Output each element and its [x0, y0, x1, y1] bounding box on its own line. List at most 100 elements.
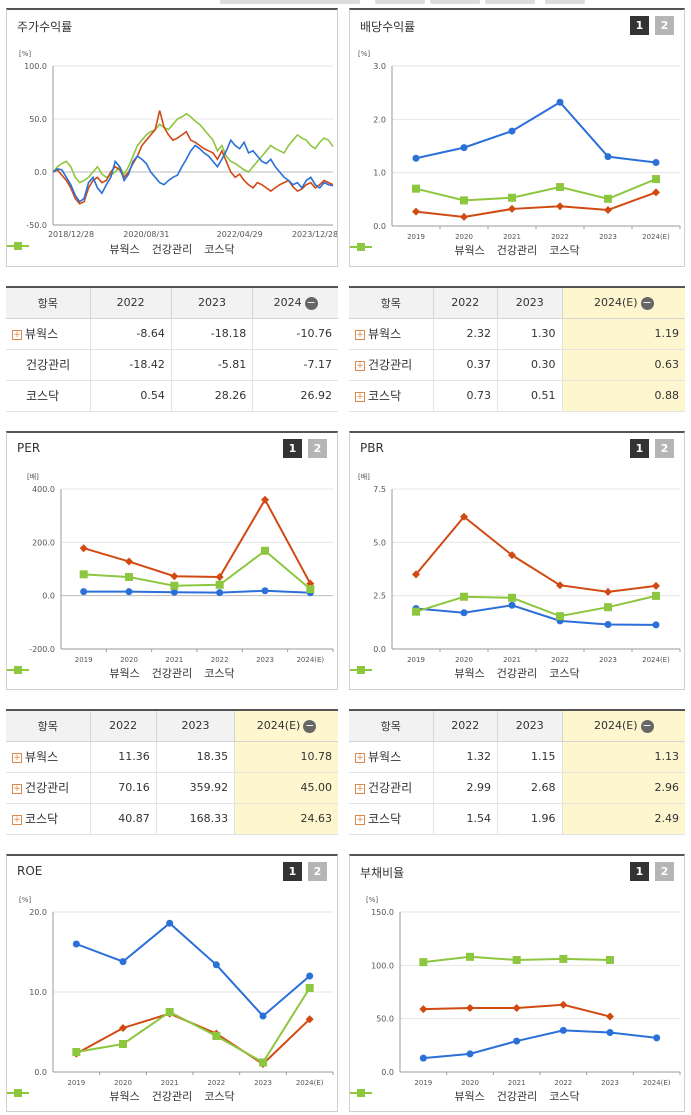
data-point	[460, 196, 468, 205]
legend-item[interactable]: 건강관리	[7, 1088, 192, 1104]
table-cell: 0.63	[561, 349, 685, 381]
collapse-icon[interactable]: −	[304, 295, 318, 310]
data-point	[412, 154, 420, 162]
page-1-button[interactable]: 1	[283, 439, 302, 458]
data-point	[72, 1048, 81, 1056]
series-line-2	[415, 191, 657, 218]
y-tick-label: 200.0	[32, 538, 55, 547]
row-label[interactable]: + 뷰웍스	[349, 318, 433, 350]
page-1-button[interactable]: 1	[283, 862, 302, 881]
expand-icon[interactable]: +	[355, 391, 365, 402]
legend-item[interactable]: 코스닥	[7, 665, 235, 681]
legend-item[interactable]: 건강관리	[350, 665, 537, 681]
y-tick-label: 2.0	[373, 115, 386, 124]
expand-icon[interactable]: +	[12, 752, 22, 763]
collapse-icon[interactable]: −	[640, 718, 654, 733]
legend-item[interactable]: 뷰웍스	[7, 1088, 140, 1104]
x-tick-label: 2023	[599, 233, 617, 241]
legend-item[interactable]: 코스닥	[7, 241, 235, 257]
page-2-button[interactable]: 2	[655, 16, 674, 35]
table-cell: -18.18	[170, 318, 253, 350]
table-cell: -8.64	[89, 318, 172, 350]
table-cell: 359.92	[155, 772, 235, 804]
row-label[interactable]: + 건강관리	[6, 772, 90, 804]
legend-item[interactable]: 뷰웍스	[350, 665, 485, 681]
legend-item[interactable]: 건강관리	[350, 1088, 537, 1104]
series-line-1	[52, 138, 334, 203]
table-row: + 코스닥 0.73 0.51 0.88	[349, 380, 685, 412]
row-label[interactable]: + 건강관리	[349, 349, 433, 381]
data-point	[419, 958, 428, 967]
legend-item[interactable]: 뷰웍스	[7, 241, 140, 257]
row-label[interactable]: + 코스닥	[349, 380, 433, 412]
data-point	[119, 1024, 127, 1032]
legend-item[interactable]: 뷰웍스	[350, 1088, 485, 1104]
legend-item[interactable]: 코스닥	[350, 665, 580, 681]
y-tick-label: 400.0	[32, 485, 55, 494]
legend-swatch	[7, 1089, 29, 1097]
expand-icon[interactable]: +	[12, 814, 22, 825]
row-label[interactable]: + 코스닥	[349, 803, 433, 835]
table-cell: 28.26	[170, 380, 253, 412]
x-tick-label: 2021	[161, 1079, 179, 1087]
panel-title: 배당수익률	[360, 20, 416, 34]
legend-item[interactable]: 건강관리	[7, 241, 192, 257]
page-2-button[interactable]: 2	[308, 862, 327, 881]
legend-item[interactable]: 건강관리	[350, 242, 538, 258]
row-label[interactable]: + 코스닥	[6, 803, 90, 835]
y-tick-label: 20.0	[29, 908, 47, 917]
legend-item[interactable]: 코스닥	[350, 242, 580, 258]
page-1-button[interactable]: 1	[630, 16, 649, 35]
data-point	[513, 1037, 521, 1045]
data-point	[261, 495, 269, 504]
legend-item[interactable]: 코스닥	[350, 1088, 580, 1104]
legend-label: 코스닥	[204, 243, 235, 256]
y-unit-label: [%]	[358, 50, 370, 58]
legend-label: 건강관리	[496, 244, 538, 257]
y-tick-label: 1.0	[373, 169, 386, 178]
table-cell: 45.00	[234, 772, 338, 804]
row-label[interactable]: + 뷰웍스	[6, 741, 90, 773]
y-unit-label: [%]	[366, 896, 378, 904]
expand-icon[interactable]: +	[355, 783, 365, 794]
legend-item[interactable]: 뷰웍스	[350, 242, 485, 258]
y-tick-label: 0.0	[42, 592, 55, 601]
series-line-2	[415, 515, 657, 593]
column-header: 항목	[6, 287, 90, 319]
legend-item[interactable]: 코스닥	[7, 1088, 235, 1104]
column-header: 2023	[497, 287, 563, 319]
expand-icon[interactable]: +	[12, 329, 22, 340]
row-label[interactable]: + 뷰웍스	[349, 741, 433, 773]
collapse-icon[interactable]: −	[303, 718, 317, 733]
table-cell: 0.51	[497, 380, 563, 412]
data-point	[556, 612, 564, 621]
page-2-button[interactable]: 2	[655, 862, 674, 881]
legend: 뷰웍스 건강관리 코스닥	[7, 241, 337, 257]
expand-icon[interactable]: +	[355, 360, 365, 371]
page-1-button[interactable]: 1	[630, 862, 649, 881]
x-tick-label: 2019	[407, 656, 425, 664]
table-row: + 뷰웍스 2.32 1.30 1.19	[349, 318, 685, 350]
expand-icon[interactable]: +	[355, 329, 365, 340]
page-1-button[interactable]: 1	[630, 439, 649, 458]
expand-icon[interactable]: +	[355, 752, 365, 763]
legend-label: 뷰웍스	[454, 667, 485, 680]
page-2-button[interactable]: 2	[655, 439, 674, 458]
expand-icon[interactable]: +	[12, 783, 22, 794]
collapse-icon[interactable]: −	[640, 295, 654, 310]
x-tick-label: 2020	[120, 656, 138, 664]
legend-item[interactable]: 건강관리	[7, 665, 192, 681]
table-cell: 0.30	[497, 349, 563, 381]
legend-item[interactable]: 뷰웍스	[7, 665, 140, 681]
row-label[interactable]: + 뷰웍스	[6, 318, 90, 350]
data-point	[305, 1015, 314, 1024]
row-label[interactable]: + 건강관리	[349, 772, 433, 804]
expand-icon[interactable]: +	[355, 814, 365, 825]
x-tick-label: 2021	[165, 656, 183, 664]
pbr-table: 항목 2022 2023 2024(E) − + 뷰웍스 1.32 1.15 1.13 + 건강관리 2…	[349, 709, 685, 835]
panel-title: PBR	[360, 441, 384, 455]
page-2-button[interactable]: 2	[308, 439, 327, 458]
data-point	[306, 579, 315, 588]
